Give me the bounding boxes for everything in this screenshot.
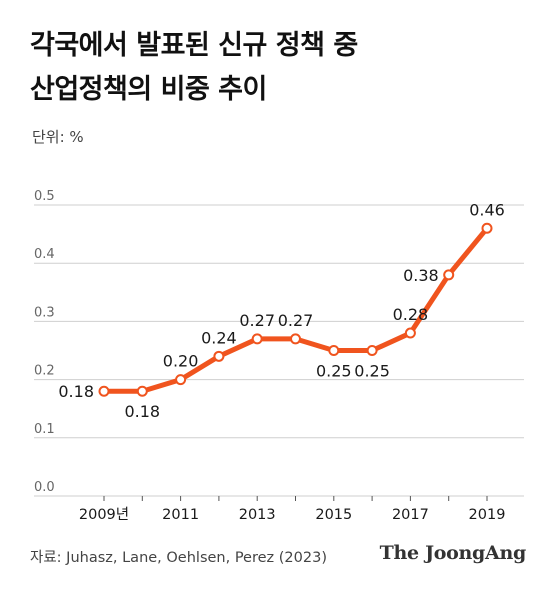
data-point [251, 333, 263, 345]
data-point [366, 345, 378, 356]
data-point [136, 385, 148, 397]
x-tick-label: 2019 [469, 507, 506, 523]
chart-title-line-2: 산업정책의 비중 추이 [30, 74, 267, 105]
x-tick-label: 2015 [315, 507, 352, 523]
data-label: 0.18 [124, 402, 160, 421]
y-tick-label: 0.5 [34, 189, 55, 204]
data-point [443, 269, 455, 281]
data-point [328, 345, 340, 356]
data-label: 0.25 [316, 362, 352, 381]
data-point [213, 350, 225, 362]
x-tick-label: 2009년 [79, 506, 129, 523]
data-label: 0.18 [58, 382, 94, 401]
data-label: 0.27 [278, 311, 314, 330]
y-tick-label: 0.0 [34, 480, 55, 495]
data-label: 0.27 [239, 311, 275, 330]
data-label: 0.25 [354, 362, 390, 381]
y-tick-label: 0.4 [34, 247, 55, 262]
chart-title: 각국에서 발표된 신규 정책 중 산업정책의 비중 추이 [30, 24, 530, 112]
chart-title-line-1: 각국에서 발표된 신규 정책 중 [30, 30, 358, 61]
unit-label: 단위: % [32, 128, 84, 146]
data-point [290, 333, 301, 345]
data-label: 0.38 [403, 266, 439, 285]
y-tick-label: 0.1 [34, 422, 55, 437]
data-point [481, 222, 493, 234]
x-tick-label: 2013 [239, 507, 276, 523]
x-tick-label: 2017 [392, 507, 429, 523]
series-line [101, 225, 490, 394]
brand-logo: The JoongAng [379, 542, 527, 564]
data-label: 0.24 [201, 328, 237, 347]
data-point [98, 385, 110, 397]
data-label: 0.46 [469, 200, 505, 219]
data-point [404, 327, 416, 339]
source-note: 자료: Juhasz, Lane, Oehlsen, Perez (2023) [30, 550, 327, 566]
data-label: 0.28 [393, 305, 429, 324]
data-label: 0.20 [163, 352, 199, 371]
x-tick-label: 2011 [162, 507, 199, 523]
data-point [175, 374, 187, 386]
y-tick-label: 0.3 [34, 305, 55, 320]
y-tick-label: 0.2 [34, 364, 55, 379]
